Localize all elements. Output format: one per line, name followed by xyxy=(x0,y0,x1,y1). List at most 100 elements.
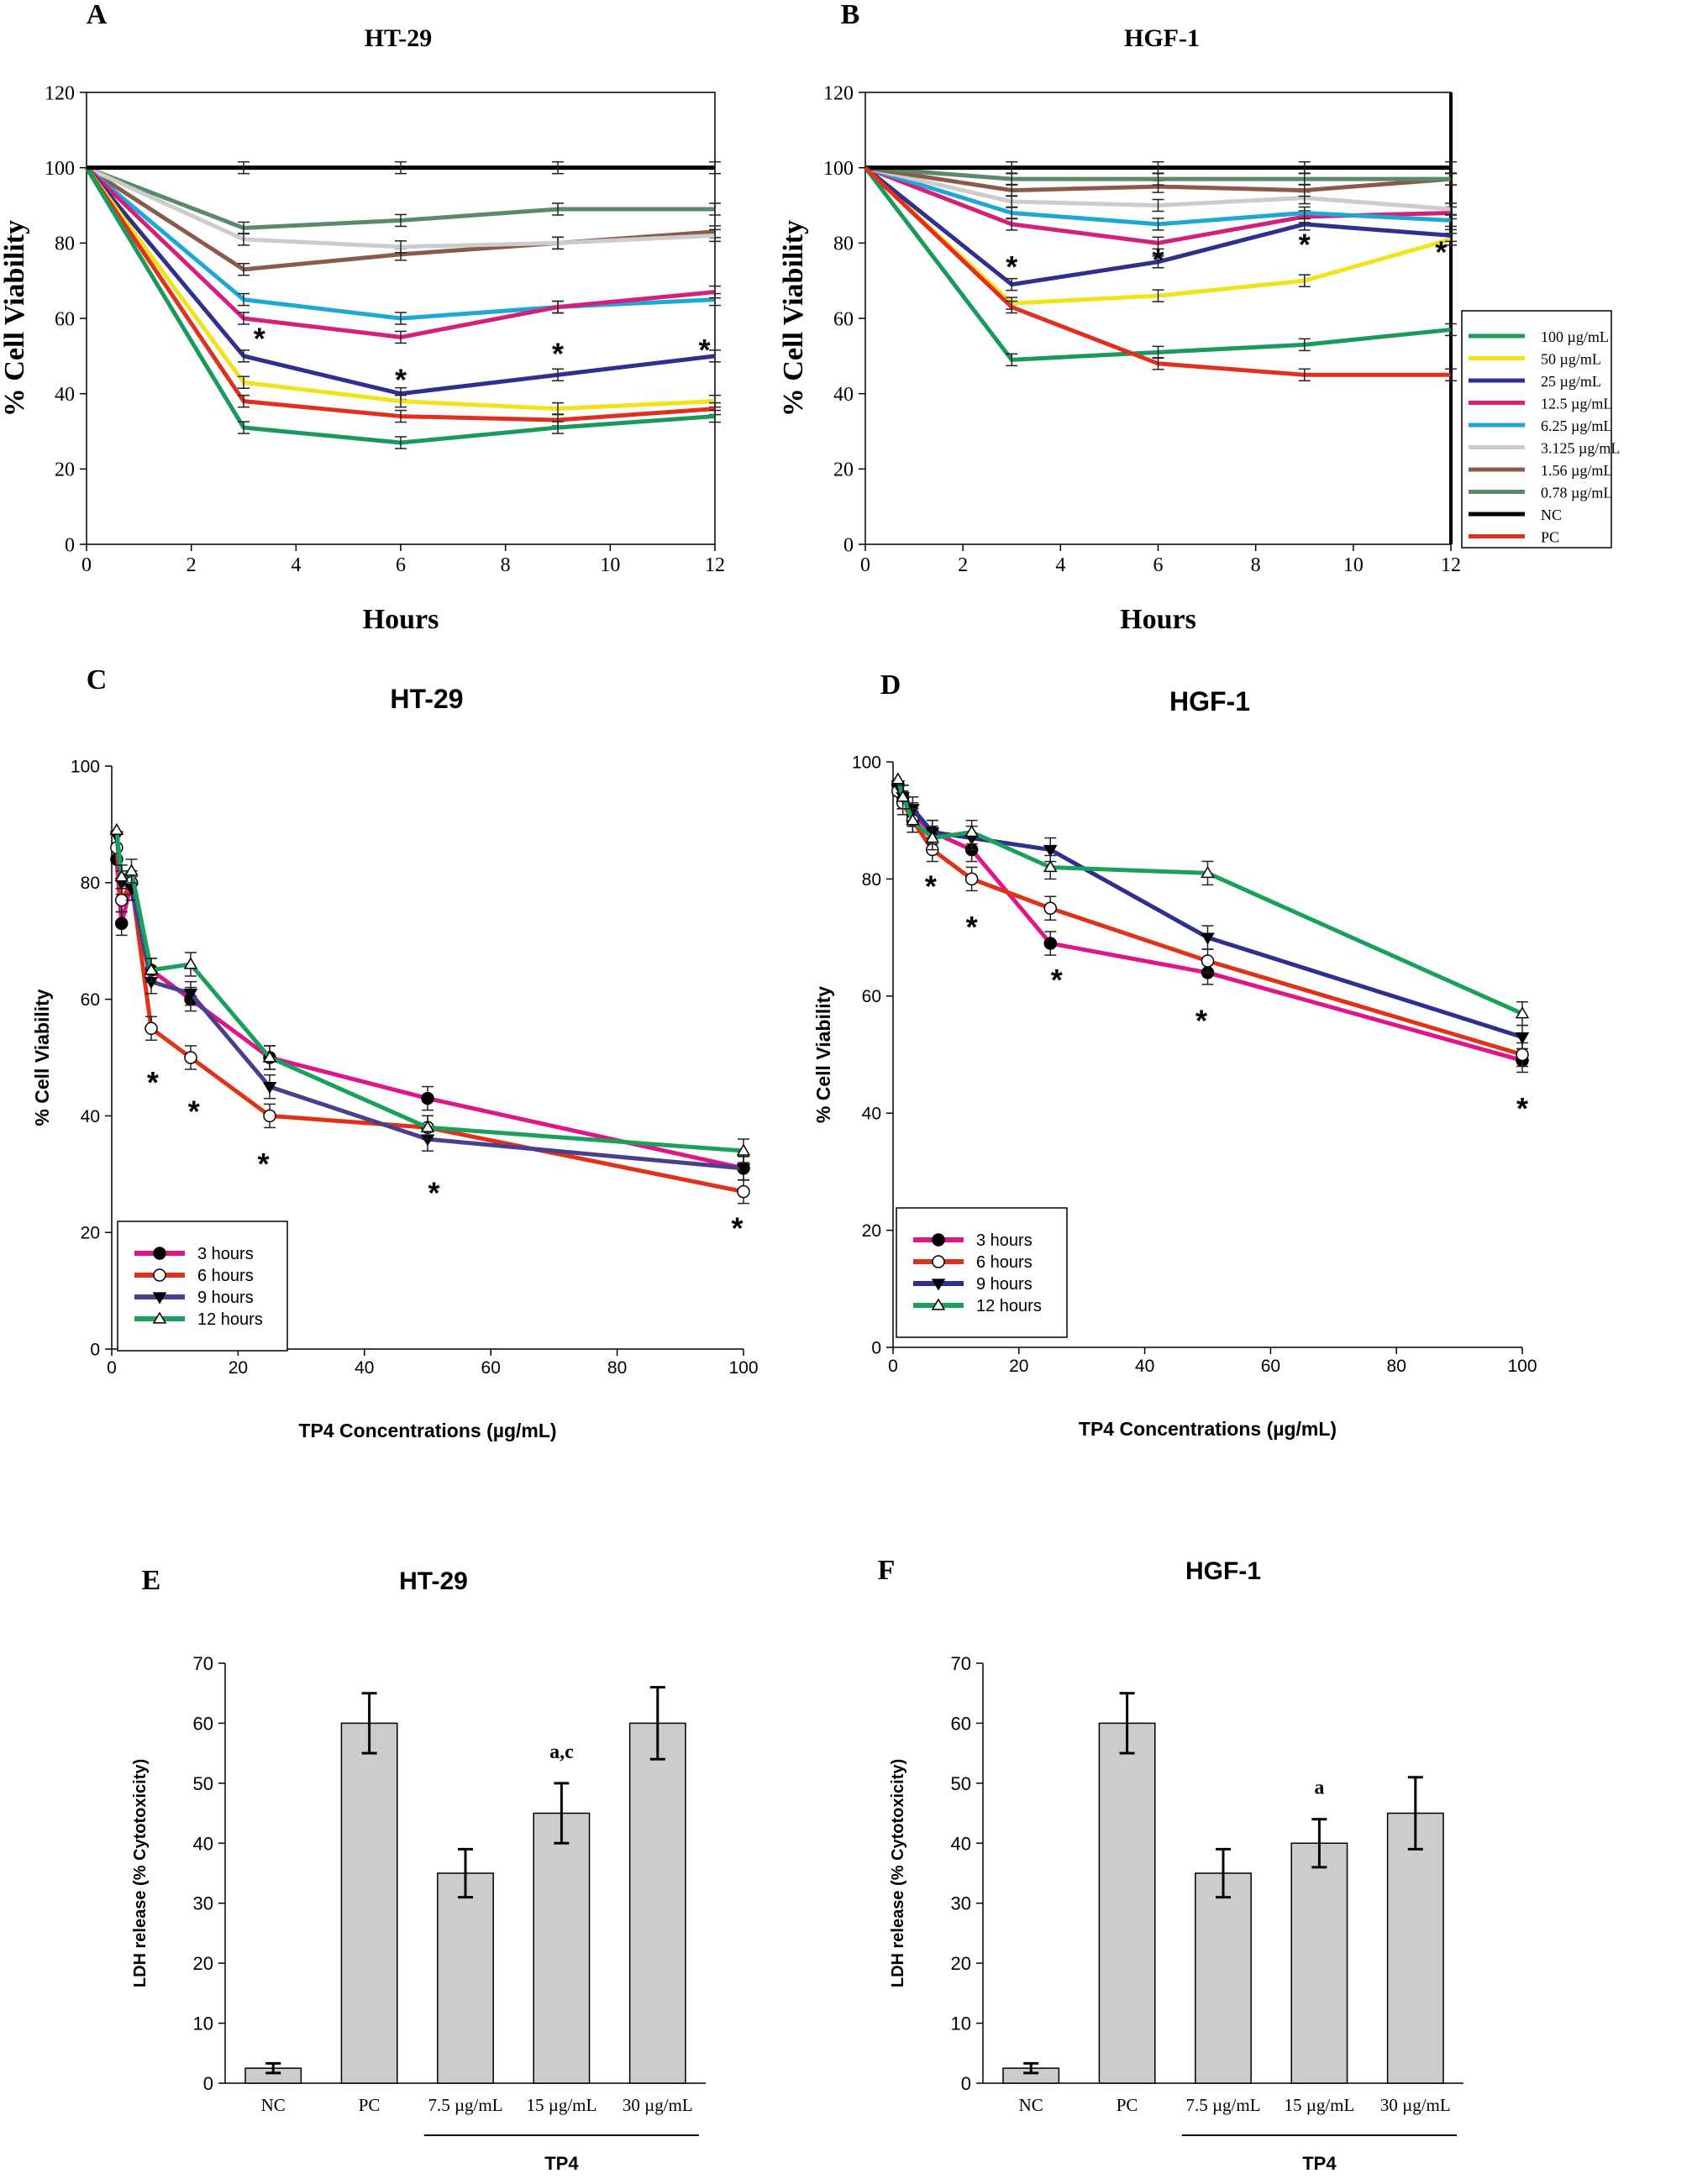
x-tick-label: 40 xyxy=(1135,1357,1154,1376)
x-tick-label: 4 xyxy=(291,554,301,576)
x-tick-label: 80 xyxy=(607,1358,627,1378)
significance-marker: * xyxy=(552,336,564,370)
data-point xyxy=(145,1021,158,1036)
x-tick-label: 20 xyxy=(1009,1357,1028,1376)
significance-marker: * xyxy=(395,363,407,397)
y-axis-label: LDH release (% Cytotoxicity) xyxy=(889,1759,907,1987)
y-tick-label: 70 xyxy=(193,1653,213,1674)
significance-label: a xyxy=(1314,1777,1324,1799)
significance-marker: * xyxy=(1051,963,1063,997)
legend-label: 100 µg/mL xyxy=(1541,328,1609,345)
y-tick-label: 40 xyxy=(833,384,854,406)
data-point xyxy=(124,864,139,876)
y-tick-label: 40 xyxy=(193,1833,213,1854)
legend-marker xyxy=(932,1233,945,1247)
significance-marker: * xyxy=(731,1210,743,1245)
data-point xyxy=(896,790,910,802)
significance-label: a,c xyxy=(549,1741,574,1763)
bar xyxy=(628,1722,686,2084)
x-tick-label: 8 xyxy=(1251,554,1261,576)
y-tick-label: 60 xyxy=(862,987,881,1006)
y-axis-label: LDH release (% Cytotoxicity) xyxy=(131,1759,150,1987)
y-tick-label: 60 xyxy=(81,990,100,1010)
x-tick-label: 6 xyxy=(1153,554,1164,576)
y-tick-label: 30 xyxy=(951,1893,971,1914)
x-axis-label: Hours xyxy=(1120,604,1196,635)
panel-letter: A xyxy=(87,0,108,30)
y-tick-label: 60 xyxy=(951,1713,971,1734)
x-tick-label: 10 xyxy=(600,554,620,576)
group-label: TP4 xyxy=(1302,2153,1337,2174)
data-point xyxy=(184,1051,197,1064)
chart-title: HGF-1 xyxy=(1124,24,1200,52)
category-label: 15 µg/mL xyxy=(1284,2095,1354,2115)
legend-label: 25 µg/mL xyxy=(1541,373,1601,390)
y-tick-label: 20 xyxy=(55,459,75,481)
bar xyxy=(1290,1842,1348,2084)
y-tick-label: 80 xyxy=(55,234,75,255)
x-tick-label: 0 xyxy=(860,554,870,576)
category-label: PC xyxy=(359,2095,381,2115)
legend-label: 50 µg/mL xyxy=(1541,351,1601,368)
significance-marker: * xyxy=(1299,227,1311,261)
panel-letter: C xyxy=(87,664,108,696)
category-label: 30 µg/mL xyxy=(623,2095,693,2115)
legend-label: 6.25 µg/mL xyxy=(1541,417,1612,434)
significance-marker: * xyxy=(1435,234,1447,269)
category-label: 7.5 µg/mL xyxy=(428,2095,502,2115)
legend-box xyxy=(117,1221,288,1352)
legend-label: 3 hours xyxy=(197,1245,254,1263)
legend-box xyxy=(1461,310,1612,549)
data-point xyxy=(421,1091,434,1105)
data-point xyxy=(906,813,920,826)
series-line-0 xyxy=(114,858,744,1171)
x-tick-label: 60 xyxy=(481,1358,501,1378)
panel-letter: D xyxy=(880,669,901,701)
y-tick-label: 20 xyxy=(81,1224,100,1243)
legend-label: 12 hours xyxy=(197,1310,263,1329)
x-tick-label: 0 xyxy=(888,1357,898,1376)
data-point xyxy=(1201,932,1215,945)
series-line-2 xyxy=(114,836,744,1171)
y-tick-label: 10 xyxy=(193,2013,213,2034)
significance-marker: * xyxy=(1195,1004,1207,1038)
x-tick-label: 8 xyxy=(501,554,511,576)
y-tick-label: 100 xyxy=(45,158,75,180)
plot-frame xyxy=(864,92,1452,545)
x-tick-label: 100 xyxy=(728,1358,758,1378)
category-label: 7.5 µg/mL xyxy=(1185,2095,1260,2115)
data-point xyxy=(262,1050,277,1063)
data-point xyxy=(183,957,198,969)
legend-label: 3 hours xyxy=(976,1231,1033,1250)
series-line-5 xyxy=(85,166,716,396)
y-tick-label: 40 xyxy=(862,1105,881,1124)
significance-marker: * xyxy=(428,1176,440,1210)
group-label: TP4 xyxy=(544,2153,579,2174)
y-tick-label: 0 xyxy=(961,2073,971,2094)
bar xyxy=(533,1812,591,2084)
y-axis-label: % Cell Viability xyxy=(31,989,53,1126)
data-point xyxy=(114,869,129,882)
legend-label: PC xyxy=(1541,529,1559,546)
x-tick-label: 4 xyxy=(1055,554,1065,576)
data-point xyxy=(109,822,124,835)
data-point xyxy=(1043,844,1058,858)
y-tick-label: 120 xyxy=(45,82,75,104)
significance-marker: * xyxy=(925,869,937,903)
significance-marker: * xyxy=(254,321,265,355)
panel-f: F HGF-1 0 10 20 30 40 50 60 70 LDH release (% Cyto… xyxy=(878,1555,1463,2174)
x-tick-label: 10 xyxy=(1343,554,1364,576)
y-tick-label: 0 xyxy=(871,1338,881,1357)
x-tick-label: 20 xyxy=(229,1358,248,1378)
y-tick-label: 80 xyxy=(833,234,854,255)
y-tick-label: 50 xyxy=(951,1773,971,1794)
data-point xyxy=(263,1109,276,1123)
category-label: 15 µg/mL xyxy=(526,2095,596,2115)
legend-marker xyxy=(152,1311,167,1324)
data-point xyxy=(1516,1047,1529,1062)
data-point xyxy=(144,963,159,975)
y-tick-label: 20 xyxy=(833,459,854,481)
data-point xyxy=(1201,954,1215,968)
legend-box xyxy=(896,1207,1068,1338)
